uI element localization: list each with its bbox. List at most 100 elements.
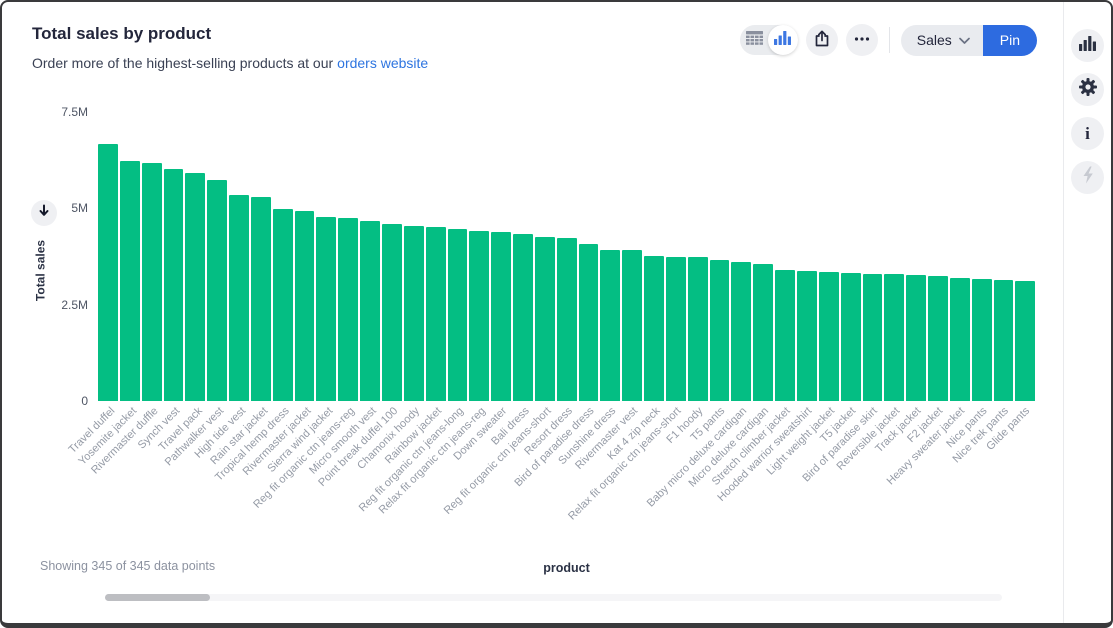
pin-button[interactable]: Pin — [982, 24, 1037, 56]
gear-icon — [1078, 77, 1098, 102]
bar[interactable] — [1015, 281, 1036, 401]
bar[interactable] — [818, 272, 839, 401]
bar[interactable] — [469, 231, 490, 401]
bar[interactable] — [731, 262, 752, 401]
x-axis-label: Sierra wind jacket — [265, 405, 336, 475]
bar[interactable] — [971, 279, 992, 401]
table-icon — [745, 30, 763, 50]
bar[interactable] — [687, 257, 708, 401]
page-title: Total sales by product — [32, 24, 212, 43]
bar[interactable] — [622, 250, 643, 401]
bar[interactable] — [425, 227, 446, 401]
bar[interactable] — [316, 217, 337, 401]
bar[interactable] — [229, 195, 249, 401]
bar[interactable] — [949, 278, 970, 401]
x-axis-label: Rivermaster vest — [573, 405, 641, 472]
arrow-down-icon — [38, 204, 50, 222]
x-axis-label: Sunshine dress — [556, 405, 619, 468]
bar[interactable] — [840, 273, 861, 401]
x-axis-label: F2 jacket — [905, 405, 946, 446]
x-axis-label: Stretch climber jacket — [710, 405, 793, 488]
bar[interactable] — [993, 280, 1014, 401]
share-icon — [813, 30, 831, 51]
page-subtitle: Order more of the highest-selling produc… — [32, 55, 428, 71]
y-axis-tick: 0 — [81, 394, 88, 408]
bar-chart-icon — [1079, 35, 1096, 56]
bar[interactable] — [338, 218, 359, 401]
bar[interactable] — [709, 260, 730, 401]
bar[interactable] — [119, 161, 140, 401]
bar[interactable] — [447, 229, 468, 401]
bar[interactable] — [644, 256, 664, 401]
x-axis-label: Reg fit organic ctn jeans-short — [441, 405, 554, 517]
bar[interactable] — [185, 173, 206, 401]
bar[interactable] — [403, 226, 424, 401]
sidebar-divider — [1063, 2, 1064, 623]
x-axis-label: High tide vest — [192, 405, 249, 461]
bar[interactable] — [272, 209, 293, 401]
bar[interactable] — [360, 221, 380, 401]
bar[interactable] — [163, 169, 184, 401]
x-axis-label: Bird of paradise skirt — [800, 405, 881, 485]
bar[interactable] — [928, 276, 948, 401]
orders-website-link[interactable]: orders website — [337, 55, 429, 71]
bar[interactable] — [753, 264, 774, 401]
sort-direction-badge[interactable] — [31, 200, 57, 226]
x-axis-label: Pathwalker vest — [162, 405, 227, 469]
y-axis-tick: 7.5M — [61, 105, 88, 119]
sidebar-item-visualization[interactable] — [1071, 29, 1104, 62]
x-axis-label: Heavy sweater jacket — [884, 405, 968, 488]
info-icon: i — [1085, 124, 1090, 143]
scrollbar-thumb[interactable] — [105, 594, 210, 601]
x-axis-label: Bali dress — [488, 405, 532, 448]
bar[interactable] — [578, 244, 599, 401]
x-axis-labels: Travel duffel Yosemite jacket Rivermaster … — [67, 405, 1035, 555]
x-axis-label: Hooded warrior sweatshirt — [715, 405, 815, 504]
toolbar-divider — [888, 27, 890, 53]
x-axis-label: Relax fit organic ctn jeans-reg — [376, 405, 488, 517]
x-axis-label: Reg fit organic ctn jeans-reg — [251, 405, 358, 511]
sidebar-item-settings[interactable] — [1071, 73, 1104, 106]
more-options-button[interactable] — [845, 24, 878, 56]
x-axis-title: product — [543, 561, 590, 575]
toggle-chart-segment[interactable] — [767, 25, 798, 55]
x-axis-label: Relax fit organic ctn jeans-short — [566, 405, 684, 523]
x-axis-label: Down sweater — [451, 405, 510, 463]
bar[interactable] — [141, 163, 162, 401]
sidebar-item-info[interactable]: i — [1071, 117, 1104, 150]
bar[interactable] — [207, 180, 228, 401]
bar[interactable] — [600, 250, 621, 401]
bar[interactable] — [294, 211, 315, 401]
x-axis-label: Rainbow jacket — [383, 405, 445, 467]
y-axis-tick: 5M — [71, 201, 88, 215]
x-axis-label: Reg fit organic ctn jeans-long — [356, 405, 467, 515]
x-axis-label: Yosemite jacket — [76, 405, 140, 468]
subtitle-text: Order more of the highest-selling produc… — [32, 55, 334, 71]
y-axis-tick: 2.5M — [61, 298, 88, 312]
bar[interactable] — [884, 274, 905, 401]
collection-dropdown[interactable]: Sales — [900, 24, 983, 56]
x-axis-label: Reversible jacket — [834, 405, 902, 473]
collection-label: Sales — [916, 32, 952, 48]
chart-type-toggle[interactable] — [739, 25, 798, 55]
bar[interactable] — [250, 197, 271, 401]
x-axis-label: F1 hoody — [664, 405, 706, 446]
share-button[interactable] — [805, 24, 838, 56]
bar[interactable] — [797, 271, 817, 401]
bar[interactable] — [556, 238, 577, 401]
x-axis-label: Bird of paradise dress — [512, 405, 597, 490]
x-axis-label: Light weight jacket — [764, 405, 837, 478]
bar[interactable] — [862, 274, 883, 401]
bar[interactable] — [381, 224, 402, 401]
toggle-table-segment[interactable] — [740, 25, 769, 55]
horizontal-scrollbar[interactable] — [105, 594, 1002, 601]
bar[interactable] — [98, 144, 118, 401]
bar[interactable] — [665, 257, 686, 401]
bar[interactable] — [513, 234, 533, 401]
bar[interactable] — [491, 232, 512, 401]
bar[interactable] — [534, 237, 555, 401]
status-text: Showing 345 of 345 data points — [40, 559, 216, 573]
sidebar-item-actions[interactable] — [1071, 161, 1104, 194]
bar[interactable] — [906, 275, 927, 401]
bar[interactable] — [775, 270, 795, 401]
